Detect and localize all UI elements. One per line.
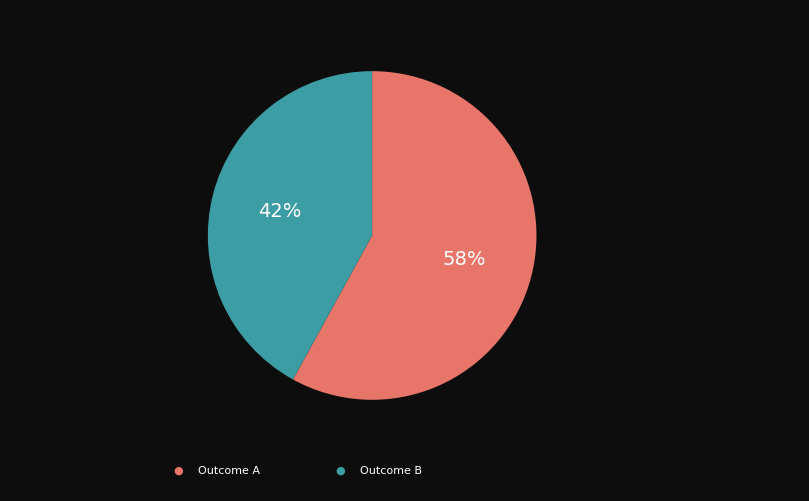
- Text: 42%: 42%: [258, 202, 302, 221]
- Text: Outcome A: Outcome A: [198, 466, 260, 476]
- Text: ●: ●: [335, 466, 345, 476]
- Wedge shape: [293, 71, 536, 400]
- Text: Outcome B: Outcome B: [360, 466, 422, 476]
- Text: 58%: 58%: [443, 249, 486, 269]
- Wedge shape: [208, 71, 372, 379]
- Text: ●: ●: [173, 466, 183, 476]
